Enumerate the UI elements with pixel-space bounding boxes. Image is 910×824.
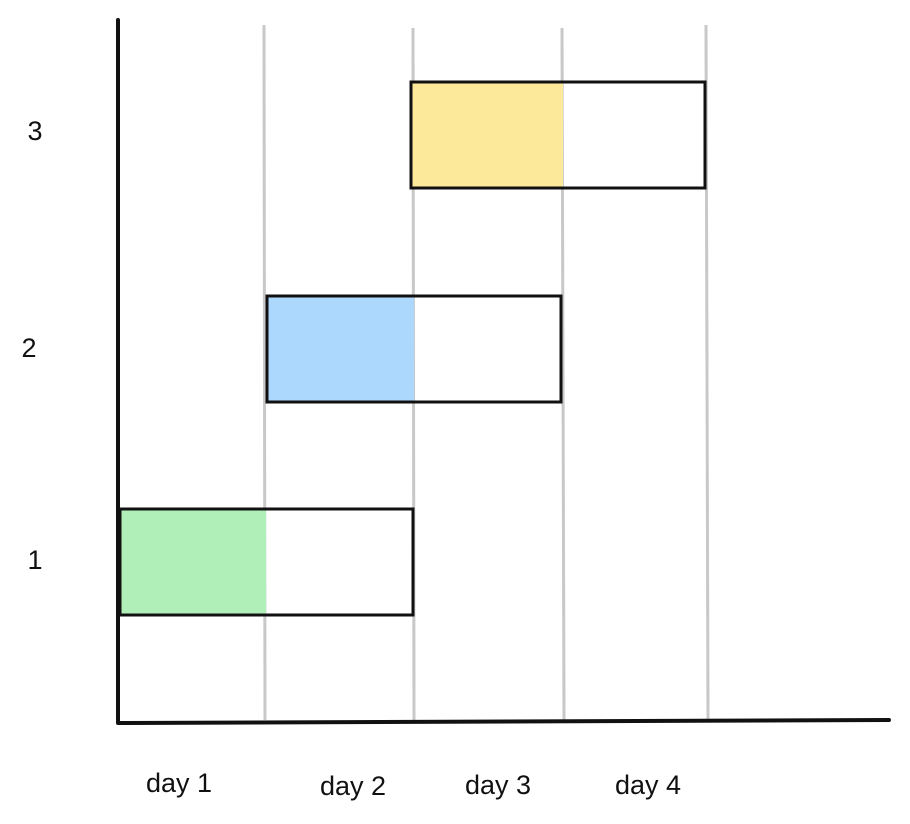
day-label: day 3 bbox=[465, 770, 531, 800]
day-label: day 4 bbox=[615, 770, 681, 800]
task-box bbox=[265, 294, 563, 404]
day-label: day 2 bbox=[320, 771, 386, 801]
task-fill bbox=[120, 509, 266, 615]
row-label: 2 bbox=[21, 333, 36, 363]
task-box bbox=[409, 80, 707, 190]
row-label: 3 bbox=[27, 116, 42, 146]
x-axis bbox=[116, 718, 891, 725]
row-label: 1 bbox=[27, 545, 42, 575]
day-label: day 1 bbox=[146, 768, 212, 798]
task-fill bbox=[267, 296, 414, 402]
task-fill bbox=[411, 82, 563, 188]
